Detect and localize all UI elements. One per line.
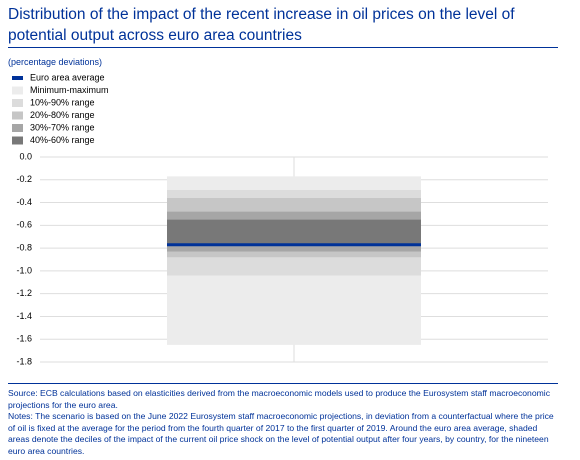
notes: Source: ECB calculations based on elasti…	[8, 388, 560, 457]
legend-swatch	[12, 136, 23, 145]
legend-label: Euro area average	[30, 72, 105, 82]
legend-label: 40%-60% range	[30, 135, 95, 145]
y-tick-label: -0.4	[16, 197, 32, 207]
y-tick-label: -1.6	[16, 334, 32, 344]
legend-label: 20%-80% range	[30, 110, 95, 120]
legend-label: Minimum-maximum	[30, 85, 109, 95]
legend-label: 10%-90% range	[30, 97, 95, 107]
y-tick-label: -1.4	[16, 311, 32, 321]
legend-swatch	[12, 99, 23, 107]
y-tick-label: -0.8	[16, 242, 32, 252]
y-tick-label: -0.6	[16, 220, 32, 230]
note: Notes: The scenario is based on the June…	[8, 411, 554, 456]
range-band	[167, 219, 421, 246]
y-tick-label: -1.0	[16, 265, 32, 275]
rule	[8, 47, 558, 48]
legend-swatch	[12, 111, 23, 120]
legend-swatch	[12, 76, 23, 80]
y-tick-label: -0.2	[16, 174, 32, 184]
legend-swatch	[12, 124, 23, 132]
legend-swatch	[12, 86, 23, 95]
legend-label: 30%-70% range	[30, 122, 95, 132]
rule	[8, 383, 558, 384]
subtitle: (percentage deviations)	[8, 57, 103, 67]
source: Source: ECB calculations based on elasti…	[8, 388, 550, 410]
y-tick-label: -1.2	[16, 288, 32, 298]
y-tick-label: -1.8	[16, 356, 32, 366]
chart-title: Distribution of the impact of the recent…	[8, 6, 515, 44]
y-tick-label: 0.0	[19, 151, 32, 161]
